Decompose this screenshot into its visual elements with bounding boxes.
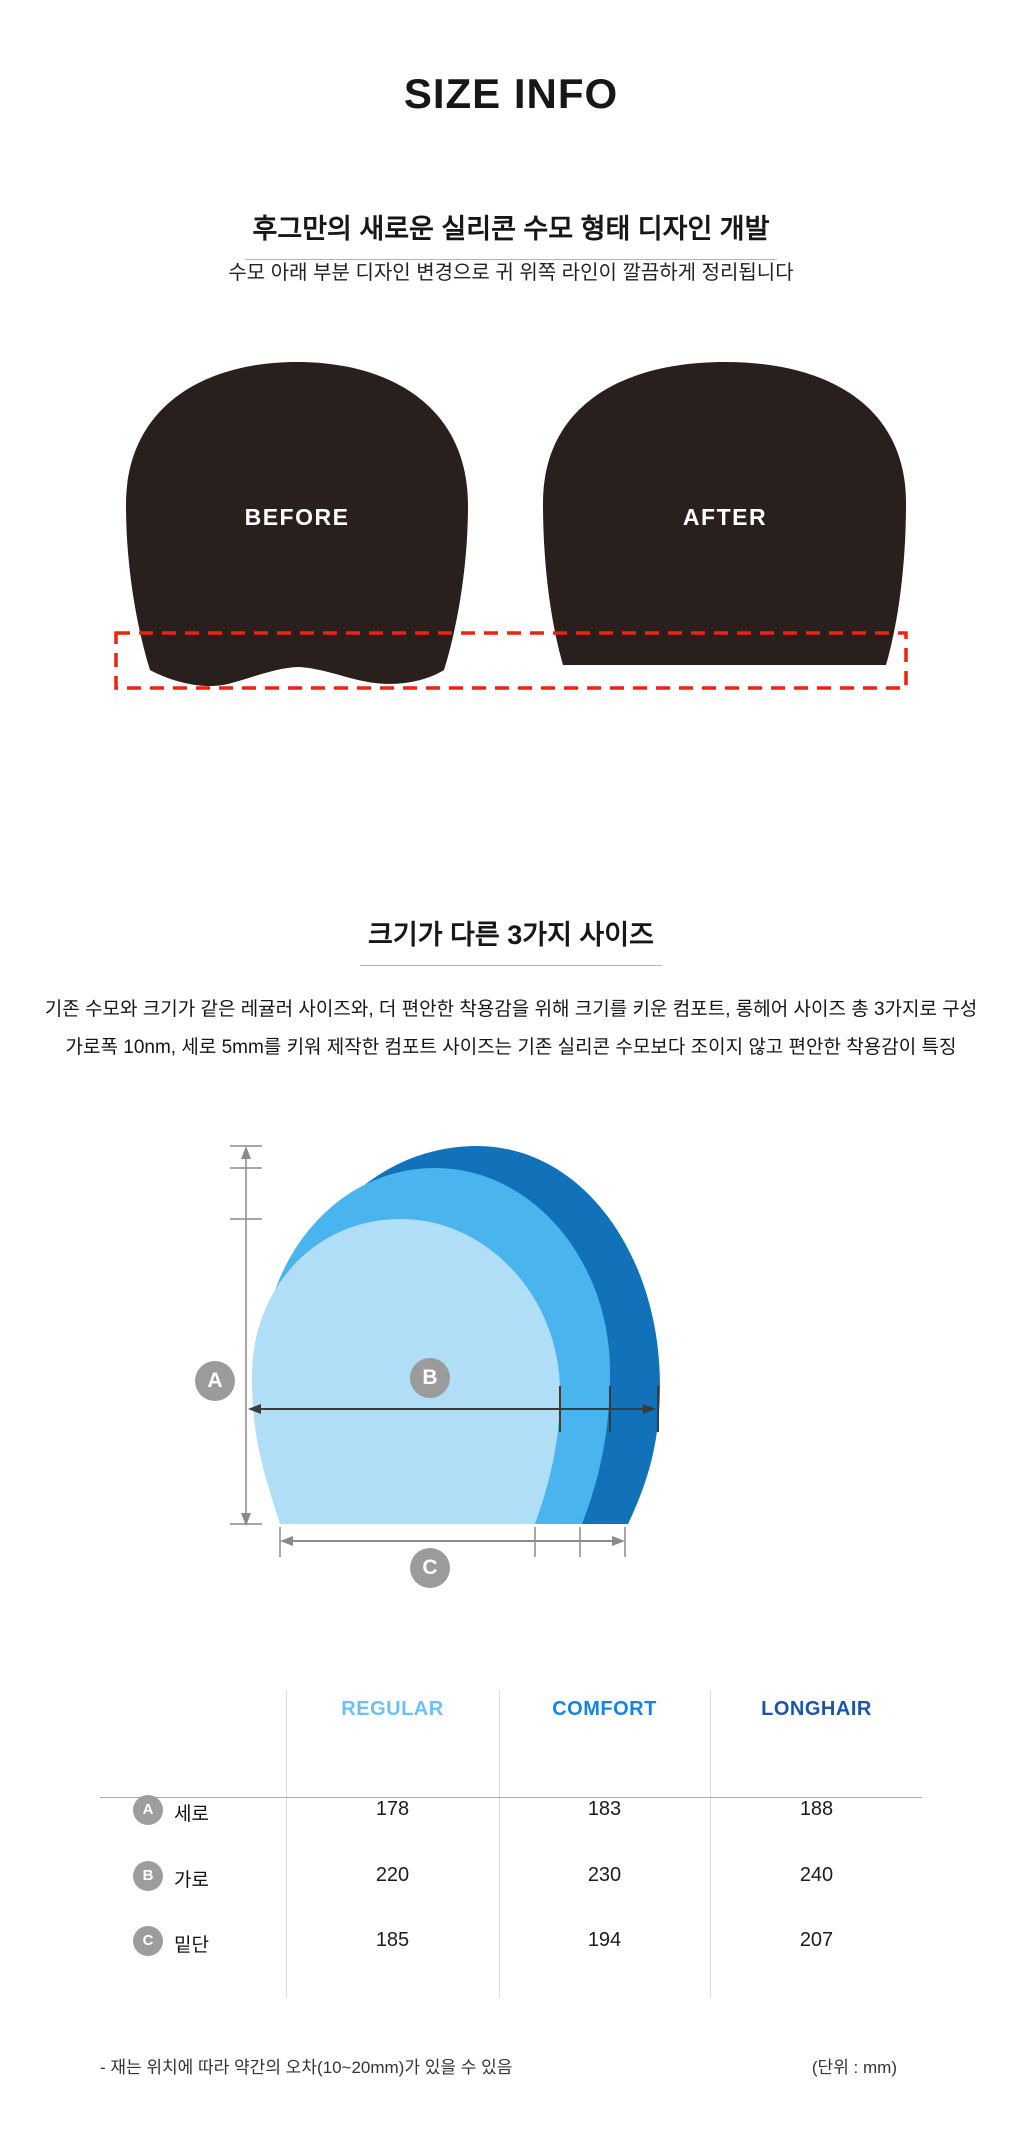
dimension-c-lines <box>279 1527 626 1557</box>
section2-heading-wrap: 크기가 다른 3가지 사이즈 <box>0 913 1022 966</box>
row-label-a: 세로 <box>174 1804 209 1825</box>
after-label: AFTER <box>682 504 768 530</box>
before-cap-shape <box>126 362 468 687</box>
cell-c-regular: 185 <box>375 1929 410 1951</box>
dimension-b-arrow-right <box>643 1404 656 1414</box>
unit-note: (단위 : mm) <box>811 2058 897 2077</box>
dimension-a-arrow-down <box>241 1513 251 1526</box>
page-title: SIZE INFO <box>403 70 619 117</box>
before-label: BEFORE <box>244 504 350 530</box>
dimension-b-lines <box>254 1386 659 1432</box>
cell-b-comfort: 230 <box>587 1864 622 1886</box>
badge-b: B <box>410 1358 450 1398</box>
cell-b-regular: 220 <box>375 1864 410 1886</box>
highlight-dashed-box <box>114 631 908 690</box>
cell-a-comfort: 183 <box>587 1798 622 1820</box>
row-label-c: 밑단 <box>174 1935 209 1956</box>
row-badge-a: A <box>133 1795 163 1825</box>
section2-description-line2: 가로폭 10nm, 세로 5mm를 키워 제작한 컴포트 사이즈는 기존 실리콘… <box>65 1037 957 1058</box>
cell-c-longhair: 207 <box>799 1929 834 1951</box>
table-divider-2 <box>499 1690 500 1998</box>
column-header-comfort: COMFORT <box>552 1698 657 1720</box>
row-label-b: 가로 <box>174 1870 209 1891</box>
row-badge-c: C <box>133 1926 163 1956</box>
row-badge-b: B <box>133 1861 163 1891</box>
regular-cap-shape <box>252 1219 560 1524</box>
cell-a-regular: 178 <box>375 1798 410 1820</box>
section1-heading-wrap: 후그만의 새로운 실리콘 수모 형태 디자인 개발 <box>0 207 1022 260</box>
dimension-a-arrow-up <box>241 1146 251 1159</box>
cell-b-longhair: 240 <box>799 1864 834 1886</box>
dimension-c-arrow-left <box>280 1536 293 1546</box>
section2-heading: 크기가 다른 3가지 사이즈 <box>360 913 662 966</box>
column-header-regular: REGULAR <box>341 1698 444 1720</box>
table-divider-1 <box>286 1690 287 1998</box>
before-after-diagram <box>114 362 908 690</box>
section1-heading: 후그만의 새로운 실리콘 수모 형태 디자인 개발 <box>244 207 778 260</box>
measurement-note: - 재는 위치에 따라 약간의 오차(10~20mm)가 있을 수 있음 <box>100 2058 513 2077</box>
after-cap-shape <box>543 362 906 665</box>
cell-a-longhair: 188 <box>799 1798 834 1820</box>
badge-a: A <box>195 1361 235 1401</box>
table-divider-3 <box>710 1690 711 1998</box>
dimension-c-arrow-right <box>612 1536 625 1546</box>
section1-description: 수모 아래 부분 디자인 변경으로 귀 위쪽 라인이 깔끔하게 정리됩니다 <box>228 262 794 284</box>
column-header-longhair: LONGHAIR <box>761 1698 872 1720</box>
dimension-b-arrow-left <box>248 1404 261 1414</box>
section2-description-line1: 기존 수모와 크기가 같은 레귤러 사이즈와, 더 편안한 착용감을 위해 크기… <box>44 999 978 1020</box>
badge-c: C <box>410 1548 450 1588</box>
table-header-underline <box>100 1797 922 1798</box>
cell-c-comfort: 194 <box>587 1929 622 1951</box>
size-comparison-diagram <box>230 1145 660 1557</box>
